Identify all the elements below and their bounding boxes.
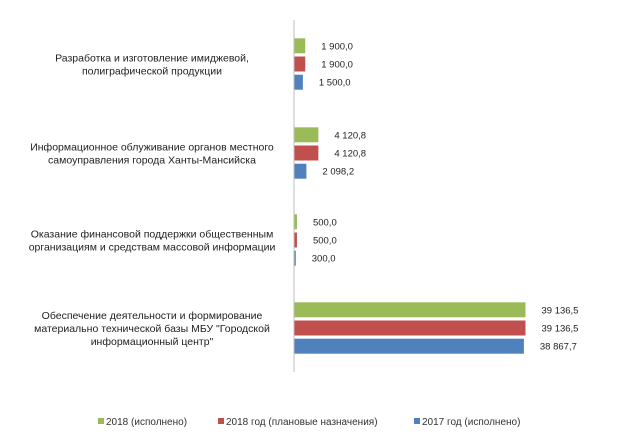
data-label: 1 900,0 (321, 41, 353, 52)
legend: 2018 (исполнено) 2018 год (плановые назна… (98, 417, 520, 428)
legend-swatch (414, 418, 420, 424)
data-label: 2 098,2 (322, 167, 354, 178)
bar (294, 232, 297, 248)
bar (294, 338, 524, 354)
legend-label: 2018 (исполнено) (106, 417, 187, 428)
category-label: Информационное облуживание органов местн… (30, 142, 274, 167)
data-label: 500,0 (313, 217, 337, 228)
category-label: Обеспечение деятельности и формирование м… (34, 310, 270, 348)
legend-swatch (218, 418, 224, 424)
category-label: Оказание финансовой поддержки общественн… (29, 229, 276, 254)
data-label: 4 120,8 (334, 149, 366, 160)
legend-swatch (98, 418, 104, 424)
data-label: 1 900,0 (321, 60, 353, 71)
data-label: 500,0 (313, 236, 337, 247)
bar (294, 56, 306, 72)
data-labels: 1 900,0 1 900,0 1 500,0 4 120,8 4 120,8 2 098… (312, 41, 579, 352)
legend-label: 2018 год (плановые назначения) (226, 417, 378, 428)
bar (294, 250, 296, 266)
data-label: 4 120,8 (334, 130, 366, 141)
bar (294, 214, 297, 230)
data-label: 38 867,7 (540, 342, 577, 353)
data-label: 300,0 (312, 254, 336, 265)
bars (294, 38, 526, 354)
data-label: 39 136,5 (541, 305, 578, 316)
legend-label: 2017 год (исполнено) (422, 417, 520, 428)
bar (294, 320, 526, 336)
category-label: Разработка и изготовление имиджевой, поли… (55, 53, 249, 78)
bar (294, 127, 319, 143)
data-label: 1 500,0 (319, 78, 351, 89)
category-labels: Разработка и изготовление имиджевой, поли… (29, 53, 276, 349)
bar (294, 302, 526, 318)
bar (294, 163, 307, 179)
bar (294, 74, 303, 90)
bar (294, 38, 306, 54)
data-label: 39 136,5 (541, 324, 578, 335)
bar (294, 145, 319, 161)
